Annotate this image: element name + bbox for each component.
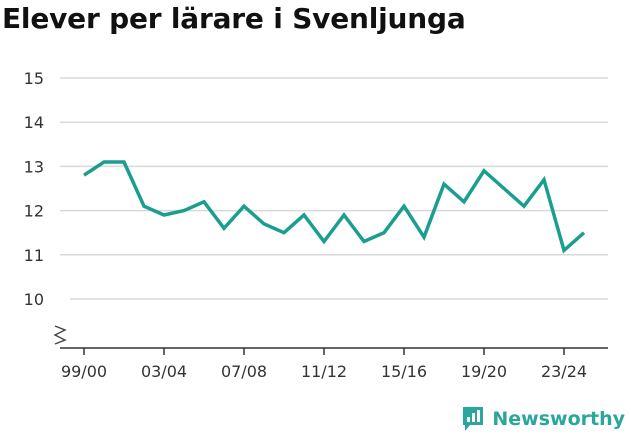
brand-name: Newsworthy: [492, 408, 625, 430]
data-point-12/13: [343, 214, 346, 217]
data-point-10/11: [303, 214, 306, 217]
data-point-07/08: [243, 205, 246, 208]
data-point-16/17: [423, 236, 426, 239]
axis-break-icon: [53, 325, 67, 345]
y-tick-label-14: 14: [24, 113, 44, 132]
data-point-24/25: [583, 231, 586, 234]
data-point-99/00: [83, 174, 86, 177]
y-tick-label-10: 10: [24, 290, 44, 309]
line-chart: 10 11 12 13 14 15 99/00 03/04 07/08 11/12 15/16 19…: [24, 69, 608, 381]
data-point-00/01: [103, 160, 106, 163]
data-point-17/18: [443, 183, 446, 186]
x-tick-label: 99/00: [61, 362, 107, 381]
data-point-21/22: [523, 205, 526, 208]
x-tick-label: 23/24: [541, 362, 587, 381]
data-point-11/12: [323, 240, 326, 243]
y-tick-label-13: 13: [24, 157, 44, 176]
y-axis-ticks: 10 11 12 13 14 15: [24, 69, 44, 309]
x-tick-label: 19/20: [461, 362, 507, 381]
data-point-22/23: [543, 178, 546, 181]
gridlines: [53, 77, 608, 345]
data-point-04/05: [183, 209, 186, 212]
y-tick-label-15: 15: [24, 69, 44, 88]
x-tick-label: 15/16: [381, 362, 427, 381]
x-axis: 99/00 03/04 07/08 11/12 15/16 19/20 23/24: [60, 347, 608, 381]
data-point-09/10: [283, 231, 286, 234]
y-tick-label-11: 11: [24, 246, 44, 265]
data-point-03/04: [163, 214, 166, 217]
data-point-18/19: [463, 200, 466, 203]
data-point-15/16: [403, 205, 406, 208]
series-line: [83, 160, 586, 254]
y-tick-label-12: 12: [24, 202, 44, 221]
x-tick-label: 11/12: [301, 362, 347, 381]
series-layer: [83, 160, 586, 254]
data-point-08/09: [263, 222, 266, 225]
x-tick-label: 07/08: [221, 362, 267, 381]
data-point-19/20: [483, 169, 486, 172]
data-point-23/24: [563, 249, 566, 252]
data-point-14/15: [383, 231, 386, 234]
data-point-02/03: [143, 205, 146, 208]
x-tick-label: 03/04: [141, 362, 187, 381]
data-point-05/06: [203, 200, 206, 203]
brand-logo: Newsworthy: [461, 405, 625, 433]
data-point-06/07: [223, 227, 226, 230]
data-point-13/14: [363, 240, 366, 243]
chart-title: Elever per lärare i Svenljunga: [2, 2, 466, 35]
data-point-01/02: [123, 160, 126, 163]
newsworthy-logo-icon: [463, 407, 484, 431]
data-point-20/21: [503, 187, 506, 190]
